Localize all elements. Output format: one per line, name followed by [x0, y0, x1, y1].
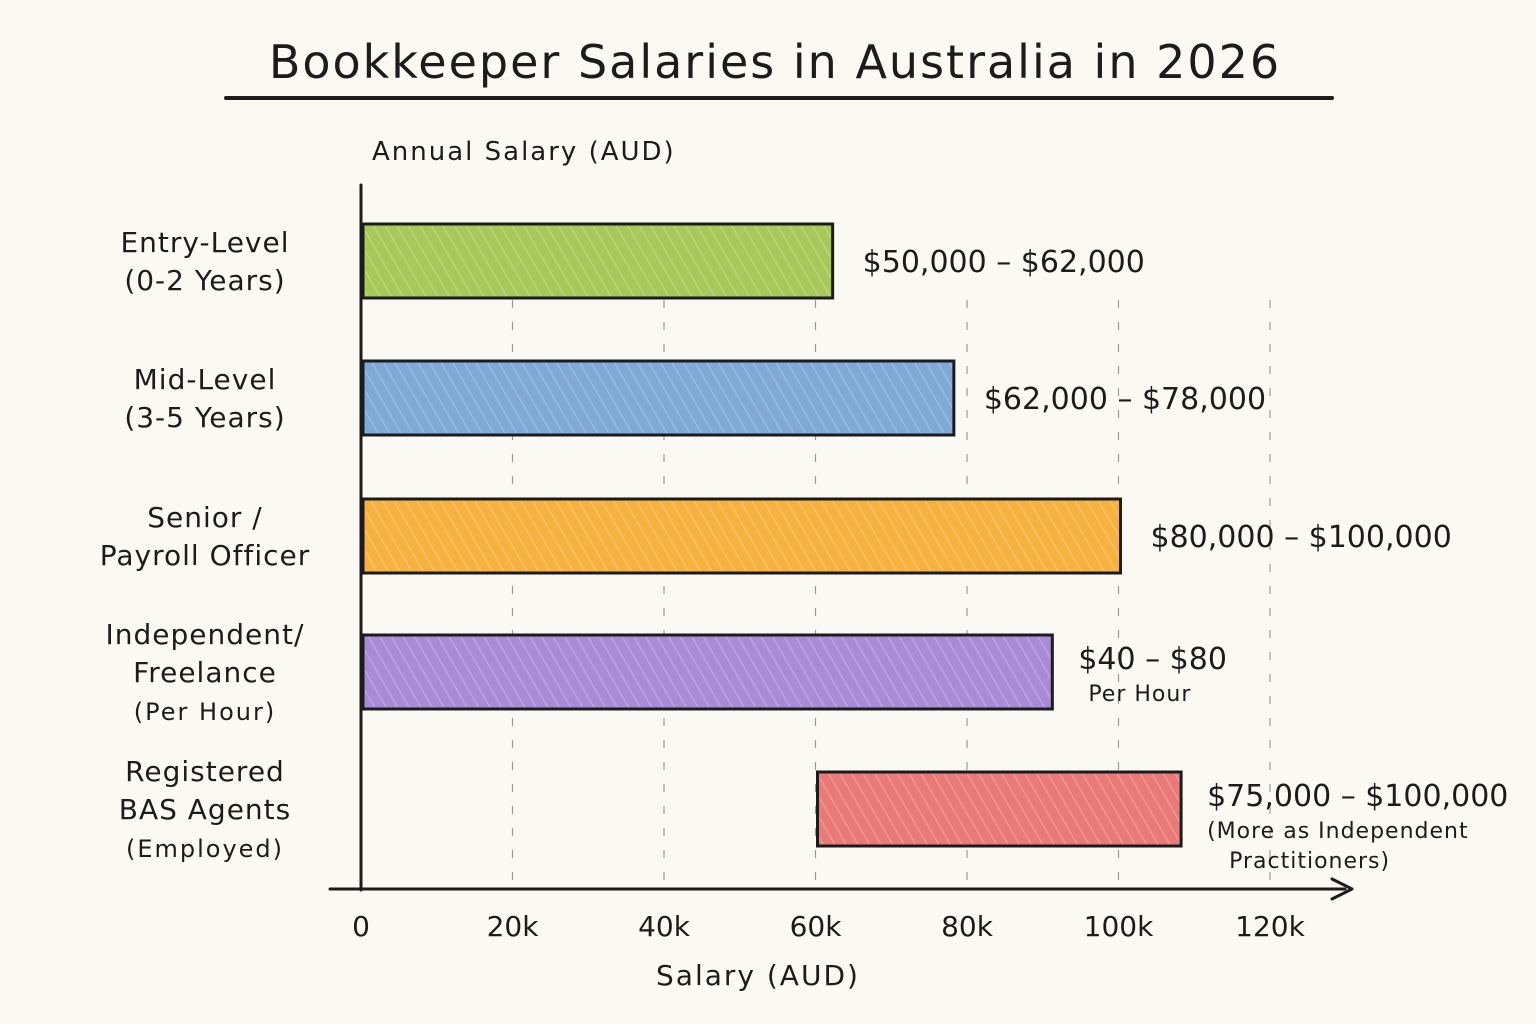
category-label: Entry-Level: [120, 226, 289, 259]
bar-group: [361, 497, 1122, 575]
chart-title: Bookkeeper Salaries in Australia in 2026: [269, 35, 1281, 89]
bar-hatch: [365, 637, 1051, 707]
bar-group: [361, 359, 956, 437]
value-label: $80,000 – $100,000: [1151, 520, 1452, 555]
value-labels: $50,000 – $62,000 $62,000 – $78,000 $80,00…: [863, 245, 1509, 874]
value-note: Practitioners): [1229, 849, 1390, 874]
category-label: (3-5 Years): [124, 401, 285, 434]
bar-group: [816, 770, 1183, 848]
bar-group: [361, 633, 1054, 711]
x-tick-label: 20k: [487, 910, 540, 943]
x-axis-title: Salary (AUD): [656, 959, 860, 992]
category-label: (0-2 Years): [124, 264, 285, 297]
bar-hatch: [365, 501, 1119, 571]
category-label: BAS Agents: [119, 793, 292, 826]
x-tick-label: 80k: [941, 910, 994, 943]
x-tick-label: 120k: [1235, 910, 1305, 943]
bars: [361, 222, 1183, 848]
category-label: Freelance: [133, 656, 277, 689]
value-label: $75,000 – $100,000: [1207, 779, 1508, 814]
x-tick-labels: 0 20k 40k 60k 80k 100k 120k: [352, 910, 1306, 943]
bar-hatch: [365, 226, 831, 296]
x-tick-label: 40k: [638, 910, 691, 943]
value-note: Per Hour: [1088, 682, 1191, 707]
category-note: (Per Hour): [134, 698, 276, 726]
category-label: Mid-Level: [134, 363, 277, 396]
bar-hatch: [819, 774, 1180, 844]
x-tick-label: 100k: [1084, 910, 1154, 943]
category-note: (Employed): [126, 835, 284, 863]
x-tick-label: 60k: [790, 910, 843, 943]
category-label: Senior /: [147, 501, 263, 534]
annual-salary-axis-label: Annual Salary (AUD): [372, 137, 676, 167]
value-note: (More as Independent: [1207, 819, 1469, 844]
category-label: Independent/: [106, 618, 305, 651]
category-label: Payroll Officer: [100, 539, 311, 572]
x-tick-label: 0: [352, 910, 370, 943]
bar-hatch: [365, 363, 952, 433]
category-label: Registered: [125, 755, 285, 788]
value-label: $62,000 – $78,000: [984, 382, 1266, 417]
value-label: $50,000 – $62,000: [863, 245, 1145, 280]
x-axis-arrowhead: [1330, 877, 1354, 901]
value-label: $40 – $80: [1078, 642, 1227, 677]
bar-group: [361, 222, 835, 300]
category-labels: Entry-Level (0-2 Years) Mid-Level (3-5 Year…: [100, 226, 311, 863]
